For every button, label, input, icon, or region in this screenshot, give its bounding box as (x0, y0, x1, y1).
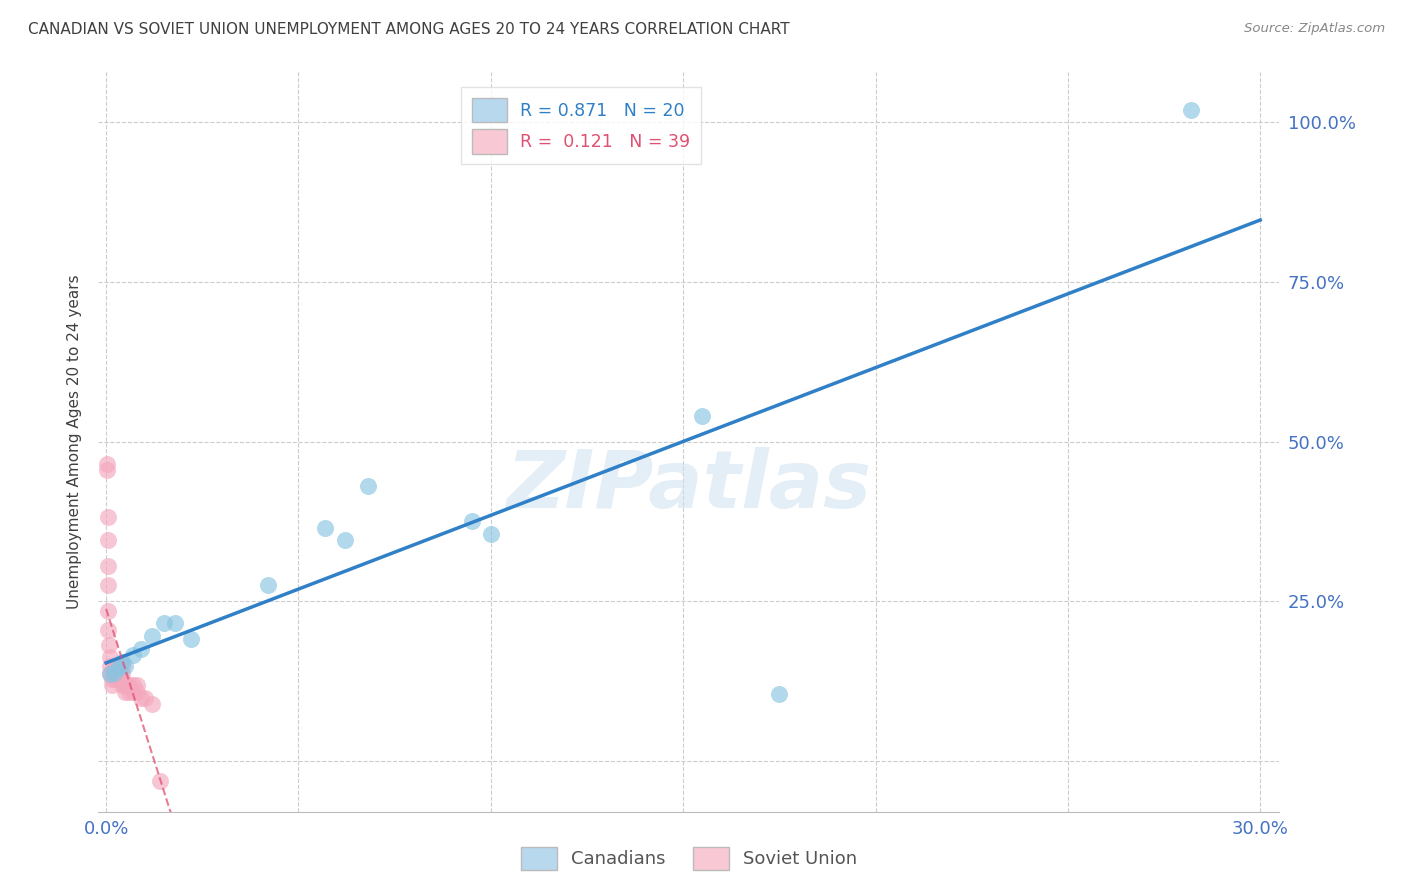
Point (97, 509, 120, 524)
Y-axis label: Unemployment Among Ages 20 to 24 years: Unemployment Among Ages 20 to 24 years (66, 274, 82, 609)
Point (97, 623, 120, 637)
Point (97, 638, 120, 652)
Point (149, 774, 172, 789)
Point (165, 616, 187, 631)
Point (107, 661, 129, 675)
Point (129, 691, 152, 706)
Point (97, 559, 120, 574)
Point (110, 678, 132, 692)
Point (125, 684, 148, 698)
Point (96, 457, 118, 471)
Point (103, 665, 125, 680)
Point (98, 659, 121, 673)
Point (125, 678, 148, 692)
Point (122, 678, 145, 692)
Legend: Canadians, Soviet Union: Canadians, Soviet Union (513, 840, 865, 877)
Point (118, 678, 141, 692)
Point (180, 632, 202, 647)
Point (103, 667, 125, 681)
Point (98, 665, 121, 680)
Point (110, 665, 132, 680)
Point (122, 684, 145, 698)
Point (103, 665, 125, 680)
Point (110, 659, 132, 673)
Text: ZIPatlas: ZIPatlas (506, 447, 872, 525)
Point (141, 698, 163, 712)
Point (107, 672, 129, 686)
Point (107, 665, 129, 680)
Point (98, 667, 121, 681)
Point (479, 527, 502, 541)
Point (134, 691, 156, 706)
Point (96, 463, 118, 477)
Text: CANADIAN VS SOVIET UNION UNEMPLOYMENT AMONG AGES 20 TO 24 YEARS CORRELATION CHAR: CANADIAN VS SOVIET UNION UNEMPLOYMENT AM… (28, 22, 790, 37)
Point (333, 533, 356, 548)
Point (114, 678, 136, 692)
Point (1180, 103, 1202, 117)
Text: Source: ZipAtlas.com: Source: ZipAtlas.com (1244, 22, 1385, 36)
Point (153, 616, 176, 631)
Point (107, 665, 129, 680)
Point (101, 672, 124, 686)
Point (129, 642, 152, 657)
Point (101, 678, 124, 692)
Point (692, 409, 714, 423)
Point (97, 578, 120, 592)
Point (122, 648, 145, 663)
Point (107, 659, 129, 673)
Point (256, 578, 278, 592)
Point (118, 684, 141, 698)
Point (110, 655, 132, 669)
Point (98, 650, 121, 665)
Point (460, 514, 482, 528)
Point (114, 678, 136, 692)
Point (114, 659, 136, 673)
Point (103, 659, 125, 673)
Point (314, 521, 336, 535)
Point (768, 687, 790, 701)
Point (97, 533, 120, 548)
Point (97, 604, 120, 618)
Point (103, 672, 125, 686)
Point (357, 479, 380, 493)
Point (141, 629, 163, 643)
Point (114, 684, 136, 698)
Point (110, 672, 132, 686)
